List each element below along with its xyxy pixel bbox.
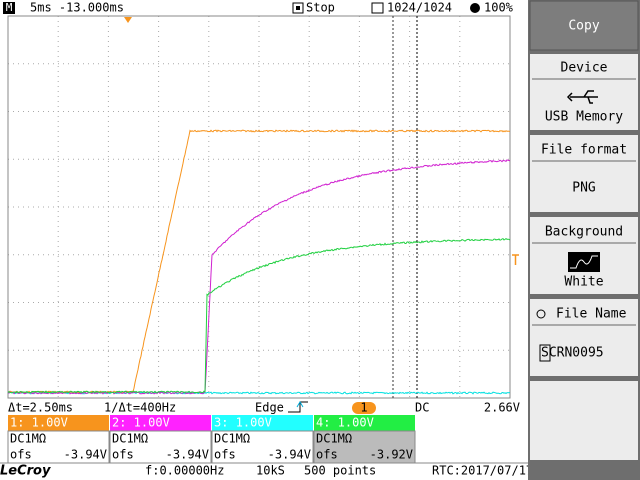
frequency: f:0.00000Hz [145,464,224,478]
channel-offset-label: ofs [214,448,236,462]
points: 500 points [304,464,376,478]
trace-ch1 [8,129,511,394]
graticule [8,16,510,398]
channel-panel: 1: 1.00V DC1MΩ ofs -3.94V 2: 1.00V DC1MΩ ofs -3… [7,415,416,464]
trigger-level-marker [512,254,519,265]
trigger-coupling: DC [415,401,429,415]
mode: M [6,1,13,14]
channel-offset-label: ofs [112,448,134,462]
channel-coupling: DC1MΩ [316,432,352,446]
stop-icon [292,2,304,14]
plot-border [7,15,511,399]
text-cursor [539,344,551,362]
gear-icon [536,309,546,319]
device-value: USB Memory [545,110,623,125]
file-name-label: File Name [556,307,627,322]
memory-icon [371,2,384,14]
channel-scale-box [8,415,109,431]
timebase: 5ms -13.000ms [30,1,124,15]
empty-button[interactable] [530,381,638,460]
channel-scale-box [212,415,313,431]
channel-coupling: DC1MΩ [214,432,250,446]
channel-info-box [109,430,212,464]
trigger-level: 2.66V [484,401,520,415]
channel-scale: 2: 1.00V [112,416,170,430]
channel-offset-label: ofs [316,448,338,462]
trigger-type: Edge [255,401,284,415]
mode-box [3,2,15,14]
file-name-button[interactable] [530,299,638,376]
battery: 100% [484,1,514,15]
trigger-source-badge [352,402,376,414]
channel-offset: -3.94V [64,448,107,462]
file-format-button[interactable] [530,135,638,212]
state: Stop [306,1,335,15]
trigger-source: 1 [360,401,367,415]
channel-coupling: DC1MΩ [112,432,148,446]
edge-arrow [296,401,304,408]
channel-scale: 1: 1.00V [10,416,68,430]
background-label: Background [545,225,623,240]
trace-ch4 [7,237,511,394]
channel-scale-box [110,415,211,431]
top-bar [0,0,528,16]
background-value: White [564,275,603,290]
channel-offset: -3.92V [370,448,413,462]
channel-coupling: DC1MΩ [10,432,46,446]
copy-label: Copy [568,19,599,34]
memory: 1024/1024 [387,1,452,15]
channel-scale-box [314,415,415,431]
brand: LeCroy [0,464,51,479]
channel-scale: 4: 1.00V [316,416,374,430]
channel-offset-label: ofs [10,448,32,462]
device-label: Device [561,61,608,76]
copy-button[interactable] [529,0,639,51]
channel-scale: 3: 1.00V [214,416,272,430]
file-name-value: SCRN0095 [541,346,604,361]
device-button[interactable] [530,54,638,130]
edge-icon [288,401,308,413]
file-format-value: PNG [572,181,596,196]
file-format-label: File format [541,143,627,158]
delta-t: Δt=2.50ms [8,401,73,415]
channel-offset: -3.94V [166,448,209,462]
usb-icon [566,90,598,104]
channel-info-box [313,430,416,464]
inv-delta-t: 1/Δt=400Hz [104,401,176,415]
sample-rate: 10kS [256,464,285,478]
channel-info-box [7,430,110,464]
trigger-position-marker [124,17,132,23]
stop-icon-inner [296,6,300,10]
wave-icon [570,255,598,269]
channel-offset: -3.94V [268,448,311,462]
battery-icon [470,3,480,13]
trace-ch2 [8,159,511,395]
channel-info-box [211,430,314,464]
